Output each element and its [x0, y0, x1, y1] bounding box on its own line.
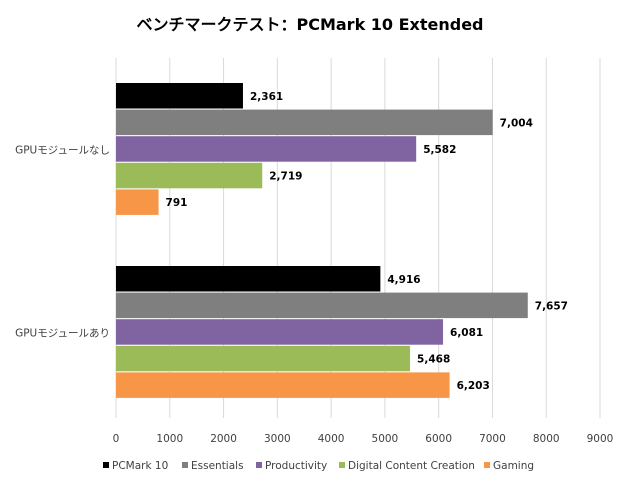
- chart-title: ベンチマークテスト：PCMark 10 Extended: [136, 15, 483, 34]
- data-label: 6,203: [457, 380, 490, 392]
- legend-swatch: [103, 462, 109, 468]
- x-tick-label: 2000: [210, 433, 237, 445]
- x-tick-label: 6000: [425, 433, 452, 445]
- x-tick-label: 4000: [318, 433, 345, 445]
- x-tick-label: 3000: [264, 433, 291, 445]
- legend-label: Digital Content Creation: [348, 460, 475, 472]
- category-label: GPUモジュールなし: [15, 145, 110, 157]
- x-tick-label: 7000: [479, 433, 506, 445]
- data-label: 5,582: [423, 144, 456, 156]
- data-label: 6,081: [450, 327, 483, 339]
- bar: [116, 266, 381, 292]
- legend-label: PCMark 10: [112, 460, 168, 472]
- bar: [116, 372, 450, 398]
- bar: [116, 189, 159, 215]
- legend-swatch: [339, 462, 345, 468]
- x-tick-label: 0: [113, 433, 120, 445]
- x-tick-label: 8000: [533, 433, 560, 445]
- data-label: 2,719: [269, 171, 302, 183]
- bar: [116, 162, 263, 189]
- data-label: 5,468: [417, 354, 450, 366]
- data-label: 791: [166, 197, 188, 209]
- category-label: GPUモジュールあり: [15, 328, 110, 340]
- legend-swatch: [182, 462, 188, 468]
- legend-label: Gaming: [493, 460, 534, 472]
- data-label: 7,657: [535, 300, 568, 312]
- x-tick-label: 9000: [587, 433, 614, 445]
- legend-label: Productivity: [265, 460, 327, 472]
- legend-swatch: [484, 462, 490, 468]
- bar: [116, 83, 243, 109]
- x-tick-label: 5000: [372, 433, 399, 445]
- data-label: 2,361: [250, 91, 283, 103]
- x-tick-label: 1000: [156, 433, 183, 445]
- data-label: 7,004: [500, 117, 533, 129]
- bar: [116, 136, 417, 162]
- legend-swatch: [256, 462, 262, 468]
- data-label: 4,916: [387, 274, 420, 286]
- bar: [116, 109, 493, 136]
- bar: [116, 319, 444, 345]
- bar: [116, 345, 411, 372]
- legend-label: Essentials: [191, 460, 244, 472]
- bar: [116, 292, 528, 319]
